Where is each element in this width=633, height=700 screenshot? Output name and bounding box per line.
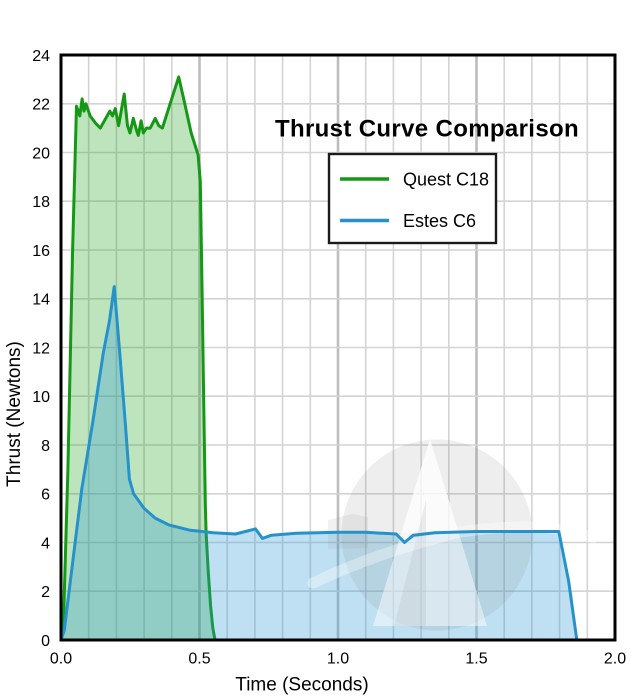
svg-text:2: 2 bbox=[41, 584, 50, 601]
svg-text:Quest C18: Quest C18 bbox=[403, 170, 489, 190]
svg-text:6: 6 bbox=[41, 487, 50, 504]
svg-text:Estes C6: Estes C6 bbox=[403, 211, 476, 231]
svg-text:8: 8 bbox=[41, 438, 50, 455]
svg-text:14: 14 bbox=[32, 292, 50, 309]
svg-text:22: 22 bbox=[32, 97, 50, 114]
svg-text:0: 0 bbox=[41, 633, 50, 650]
svg-text:Time (Seconds): Time (Seconds) bbox=[235, 675, 368, 696]
svg-text:12: 12 bbox=[32, 340, 50, 357]
svg-text:0.0: 0.0 bbox=[50, 651, 72, 668]
svg-text:18: 18 bbox=[32, 194, 50, 211]
svg-text:10: 10 bbox=[32, 389, 50, 406]
svg-text:Thrust Curve Comparison: Thrust Curve Comparison bbox=[275, 116, 579, 143]
svg-text:Thrust (Newtons): Thrust (Newtons) bbox=[4, 341, 25, 487]
svg-text:16: 16 bbox=[32, 243, 50, 260]
svg-text:4: 4 bbox=[41, 535, 50, 552]
svg-text:1.5: 1.5 bbox=[465, 651, 487, 668]
svg-text:20: 20 bbox=[32, 145, 50, 162]
svg-text:2.0: 2.0 bbox=[604, 651, 626, 668]
svg-text:0.5: 0.5 bbox=[188, 651, 210, 668]
svg-text:24: 24 bbox=[32, 48, 50, 65]
svg-text:1.0: 1.0 bbox=[327, 651, 349, 668]
